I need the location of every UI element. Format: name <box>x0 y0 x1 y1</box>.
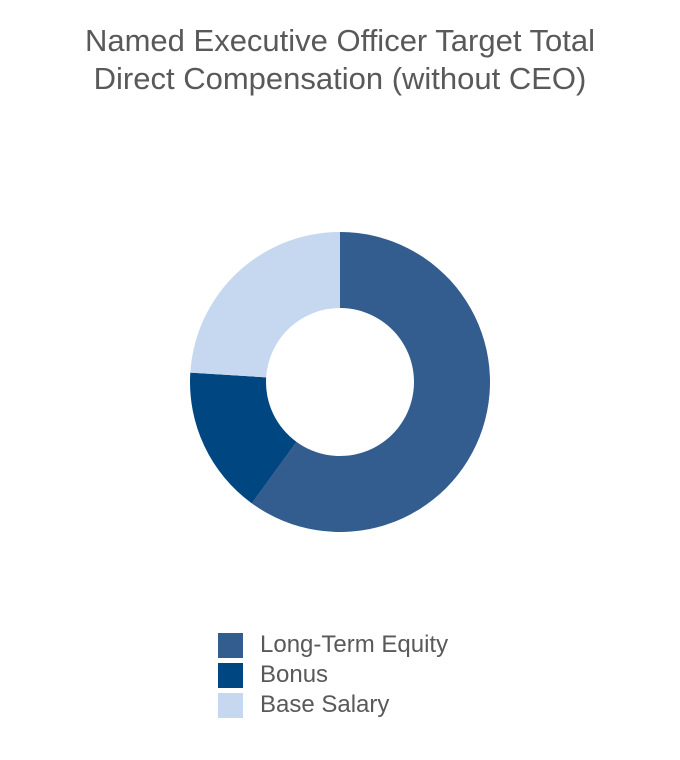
donut-slice-bonus <box>189 372 297 504</box>
legend-label: Long-Term Equity <box>260 631 449 658</box>
legend-swatch <box>218 692 243 718</box>
donut-slice-long-term-equity <box>251 232 491 533</box>
legend-item: Bonus <box>218 660 448 690</box>
donut-slice-base-salary <box>190 232 340 378</box>
legend: Long-Term Equity Bonus Base Salary <box>218 630 448 720</box>
legend-swatch <box>218 632 243 658</box>
legend-label: Bonus <box>260 661 329 688</box>
legend-label: Base Salary <box>260 691 390 718</box>
legend-swatch <box>218 662 243 688</box>
chart-title: Named Executive Officer Target Total Dir… <box>84 23 596 96</box>
legend-item: Base Salary <box>218 690 448 720</box>
legend-item: Long-Term Equity <box>218 630 448 660</box>
